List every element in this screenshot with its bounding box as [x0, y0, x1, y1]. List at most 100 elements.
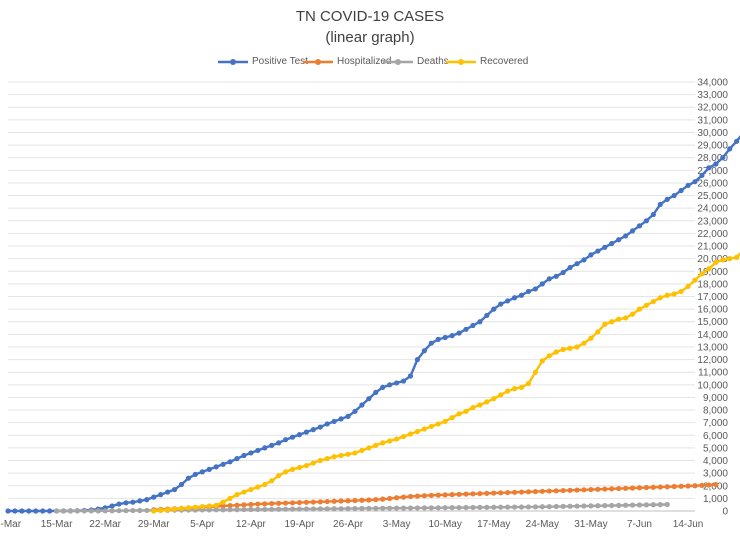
- y-tick-label: 17,000: [697, 292, 728, 303]
- data-point: [602, 321, 608, 327]
- data-point: [40, 508, 46, 514]
- data-point: [470, 404, 476, 411]
- data-point: [484, 399, 490, 405]
- data-point: [595, 486, 601, 492]
- data-point: [331, 506, 337, 512]
- data-point: [456, 330, 462, 336]
- data-point: [636, 485, 643, 491]
- data-point: [262, 506, 268, 512]
- data-point: [199, 469, 205, 475]
- data-point: [629, 485, 636, 491]
- data-point: [373, 505, 379, 511]
- data-point: [636, 502, 643, 508]
- data-point: [421, 348, 427, 354]
- data-point: [213, 507, 219, 513]
- x-tick-label: 7-Jun: [627, 519, 652, 530]
- legend: Positive Test Hospitalized Deaths Recove…: [0, 55, 740, 69]
- data-point: [553, 488, 559, 494]
- data-point: [609, 240, 615, 247]
- data-point: [525, 380, 532, 387]
- y-tick-label: 7,000: [703, 418, 728, 429]
- data-point: [685, 283, 691, 290]
- data-point: [623, 502, 629, 508]
- data-point: [442, 492, 448, 498]
- data-point: [484, 504, 490, 510]
- data-point: [727, 146, 733, 152]
- data-point: [671, 192, 677, 199]
- data-point: [574, 503, 580, 509]
- y-tick-label: 19,000: [697, 267, 728, 278]
- data-point: [296, 432, 303, 438]
- data-point: [692, 179, 698, 185]
- data-point: [567, 345, 573, 351]
- data-point: [137, 498, 143, 504]
- data-point: [553, 349, 559, 355]
- data-point: [435, 492, 441, 498]
- data-point: [498, 301, 504, 307]
- legend-label: Recovered: [480, 56, 529, 67]
- data-point: [282, 469, 289, 475]
- data-point: [220, 499, 226, 505]
- data-point: [171, 486, 178, 493]
- data-point: [303, 429, 309, 435]
- data-point: [435, 421, 441, 427]
- x-tick-label: 26-Apr: [333, 519, 364, 530]
- data-point: [317, 499, 323, 505]
- data-point: [234, 492, 240, 498]
- x-tick-label: 17-May: [477, 519, 510, 530]
- y-tick-label: 22,000: [697, 229, 728, 240]
- data-point: [241, 502, 247, 508]
- data-point: [505, 388, 511, 394]
- data-point: [511, 504, 518, 510]
- data-point: [546, 504, 552, 510]
- data-point: [345, 451, 351, 457]
- data-point: [616, 485, 622, 492]
- data-point: [428, 340, 434, 346]
- data-point: [491, 306, 497, 312]
- data-point: [407, 373, 414, 379]
- data-point: [407, 431, 414, 437]
- data-point: [713, 161, 719, 167]
- data-point: [60, 508, 67, 514]
- data-point: [477, 319, 483, 325]
- y-tick-label: 6,000: [703, 431, 728, 442]
- data-point: [227, 502, 233, 509]
- data-point: [574, 344, 580, 350]
- y-tick-label: 12,000: [697, 355, 728, 366]
- x-tick-label: 22-Mar: [89, 519, 121, 530]
- data-point: [421, 493, 427, 499]
- data-point: [629, 311, 636, 317]
- data-point: [588, 486, 594, 493]
- data-point: [178, 505, 185, 512]
- data-point: [262, 481, 268, 488]
- data-point: [525, 504, 532, 510]
- data-point: [546, 353, 552, 359]
- data-point: [47, 508, 53, 514]
- data-point: [317, 457, 323, 464]
- data-point: [81, 508, 87, 514]
- data-point: [116, 501, 122, 507]
- data-point: [567, 503, 573, 509]
- data-point: [387, 505, 393, 511]
- legend-label: Deaths: [417, 56, 449, 67]
- y-tick-label: 5,000: [703, 443, 728, 454]
- x-tick-label: 19-Apr: [284, 519, 315, 530]
- data-point: [435, 505, 441, 511]
- data-point: [498, 490, 504, 496]
- data-point: [144, 497, 150, 503]
- legend-swatch-positive-test: [218, 59, 248, 65]
- y-tick-label: 32,000: [697, 103, 728, 114]
- data-point: [629, 502, 636, 508]
- data-point: [734, 254, 740, 260]
- data-point: [394, 495, 400, 501]
- data-point: [602, 486, 608, 492]
- data-point: [289, 434, 296, 440]
- data-point: [144, 507, 150, 514]
- data-point: [442, 334, 448, 341]
- data-point: [414, 356, 421, 363]
- data-point: [532, 488, 538, 495]
- y-tick-label: 25,000: [697, 191, 728, 202]
- data-point: [539, 358, 545, 364]
- y-tick-label: 15,000: [697, 317, 728, 328]
- data-point: [345, 413, 351, 419]
